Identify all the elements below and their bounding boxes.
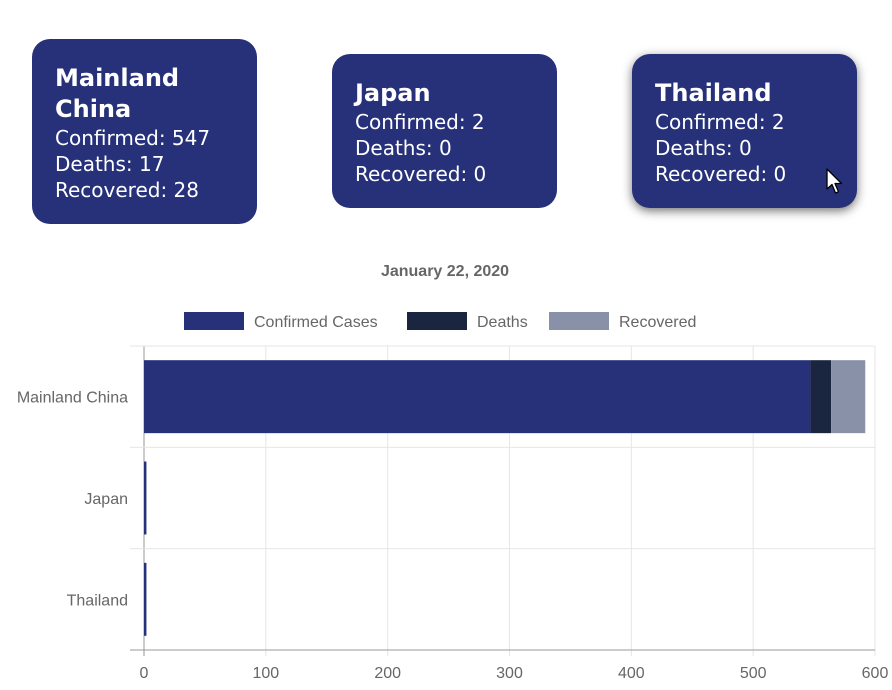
legend-label[interactable]: Deaths: [477, 314, 528, 331]
card-deaths: Deaths: 0: [355, 136, 452, 160]
legend-swatch[interactable]: [407, 312, 467, 330]
card-deaths: Deaths: 17: [55, 152, 165, 176]
card-confirmed: Confirmed: 547: [55, 126, 211, 150]
country-card-mainland-china[interactable]: Mainland China Confirmed: 547 Deaths: 17…: [32, 39, 257, 224]
x-tick-label: 100: [252, 665, 279, 682]
card-confirmed: Confirmed: 2: [355, 110, 485, 134]
x-tick-label: 300: [496, 665, 523, 682]
country-card-thailand[interactable]: Thailand Confirmed: 2 Deaths: 0 Recovere…: [632, 54, 857, 208]
legend-label[interactable]: Recovered: [619, 314, 696, 331]
card-recovered: Recovered: 0: [355, 162, 487, 186]
bar-deaths-mainland-china[interactable]: [810, 360, 832, 434]
y-tick-label: Thailand: [67, 592, 128, 609]
y-tick-label: Japan: [84, 491, 128, 508]
x-tick-label: 500: [740, 665, 767, 682]
legend-label[interactable]: Confirmed Cases: [254, 314, 378, 331]
chart-bars: [144, 360, 866, 636]
x-tick-label: 0: [140, 665, 149, 682]
x-tick-label: 600: [862, 665, 889, 682]
cases-bar-chart: 0 100 200 300 400 500 600 Mainland China Japan Th…: [17, 263, 889, 682]
mouse-cursor-icon: [826, 168, 843, 194]
card-country-name: Mainland China: [55, 64, 180, 123]
y-tick-label: Mainland China: [17, 390, 128, 407]
card-confirmed: Confirmed: 2: [655, 110, 785, 134]
chart-legend: Confirmed Cases Deaths Recovered: [184, 312, 696, 331]
country-card-japan[interactable]: Japan Confirmed: 2 Deaths: 0 Recovered: …: [332, 54, 557, 208]
legend-swatch[interactable]: [184, 312, 244, 330]
bar-confirmed-cases-japan[interactable]: [144, 461, 147, 535]
bar-recovered-mainland-china[interactable]: [831, 360, 866, 434]
card-recovered: Recovered: 0: [655, 162, 787, 186]
x-tick-label: 200: [374, 665, 401, 682]
chart-labels: 0 100 200 300 400 500 600 Mainland China Japan Th…: [17, 390, 889, 682]
bar-confirmed-cases-thailand[interactable]: [144, 562, 147, 636]
chart-title: January 22, 2020: [381, 263, 509, 280]
x-tick-label: 400: [618, 665, 645, 682]
card-recovered: Recovered: 28: [55, 178, 200, 202]
card-deaths: Deaths: 0: [655, 136, 752, 160]
card-country-name: Thailand: [655, 79, 772, 107]
card-country-name: Japan: [355, 79, 431, 107]
bar-confirmed-cases-mainland-china[interactable]: [144, 360, 811, 434]
legend-swatch[interactable]: [549, 312, 609, 330]
